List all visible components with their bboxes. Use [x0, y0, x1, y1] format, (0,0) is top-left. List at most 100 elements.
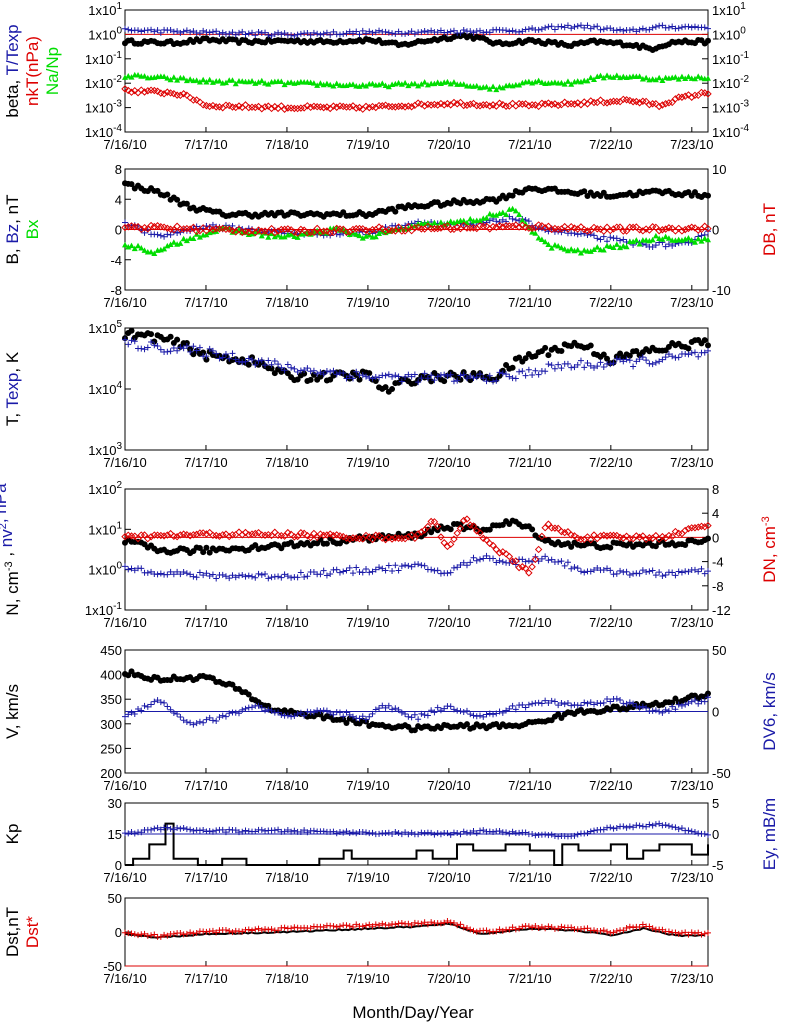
data-point: [389, 567, 396, 574]
data-point: [249, 704, 256, 711]
data-point: [701, 523, 709, 531]
data-point: [375, 531, 383, 540]
data-point: [682, 701, 689, 708]
data-point: [678, 93, 686, 101]
data-point: [542, 238, 549, 245]
right-tick-label: -10: [712, 283, 731, 298]
series-db: [121, 221, 712, 237]
data-point: [183, 339, 190, 346]
data-point: [548, 697, 555, 704]
data-point: [496, 708, 503, 715]
data-point: [333, 566, 340, 573]
data-point: [447, 28, 454, 35]
data-point: [473, 713, 480, 720]
data-point: [183, 826, 190, 833]
data-point: [310, 228, 318, 237]
data-point: [604, 696, 611, 703]
data-point: [161, 931, 168, 938]
data-point: [486, 539, 494, 548]
data-point: [196, 234, 203, 240]
data-point: [147, 533, 155, 541]
data-point: [121, 223, 129, 232]
left-tick-label: 1x103: [88, 441, 122, 458]
data-point: [346, 28, 353, 35]
data-point: [389, 706, 396, 713]
data-point: [607, 698, 614, 705]
data-point: [353, 231, 360, 237]
data-point: [434, 567, 441, 574]
data-point: [542, 553, 549, 560]
data-point: [473, 374, 480, 381]
data-point: [190, 573, 197, 580]
data-point: [317, 80, 324, 86]
y-axis-label-right: DB, nT: [760, 203, 779, 256]
data-point: [675, 25, 682, 32]
data-point: [190, 235, 197, 242]
data-point: [444, 830, 451, 837]
data-point: [607, 567, 614, 574]
data-point: [516, 211, 523, 218]
x-tick-label: 7/20/10: [427, 870, 470, 885]
data-point: [206, 29, 213, 36]
data-point: [144, 87, 152, 95]
data-point: [154, 27, 161, 34]
data-point: [408, 829, 415, 836]
data-point: [639, 567, 646, 574]
data-point: [293, 229, 302, 237]
data-point: [645, 101, 654, 109]
data-point: [525, 218, 532, 225]
data-point: [303, 229, 312, 237]
data-point: [310, 80, 317, 86]
data-point: [545, 361, 552, 368]
data-point: [407, 103, 416, 111]
data-point: [473, 82, 480, 89]
data-point: [695, 235, 702, 242]
data-point: [428, 372, 435, 379]
data-point: [643, 74, 650, 81]
data-point: [124, 223, 132, 231]
right-tick-label: 1x100: [712, 25, 746, 42]
data-point: [486, 526, 493, 533]
data-point: [251, 529, 259, 538]
data-point: [535, 924, 542, 931]
x-tick-label: 7/22/10: [589, 615, 632, 630]
data-point: [460, 516, 468, 525]
data-point: [695, 73, 702, 79]
data-point: [205, 102, 214, 111]
data-point: [587, 568, 594, 575]
data-point: [600, 246, 607, 253]
left-tick-label: 8: [115, 162, 122, 177]
data-point: [519, 368, 526, 375]
data-point: [411, 534, 419, 542]
data-point: [395, 830, 402, 837]
data-point: [542, 368, 549, 375]
data-point: [698, 74, 705, 81]
data-point: [366, 569, 373, 576]
data-point: [170, 571, 177, 578]
data-point: [457, 708, 464, 715]
data-point: [392, 921, 399, 928]
data-point: [314, 370, 321, 377]
x-axis-title: Month/Day/Year: [352, 1003, 474, 1022]
data-point: [437, 831, 444, 838]
data-point: [437, 920, 444, 927]
data-point: [665, 822, 672, 829]
data-point: [490, 555, 497, 562]
data-point: [314, 82, 321, 88]
data-point: [232, 103, 240, 112]
data-point: [275, 709, 282, 716]
data-point: [685, 23, 692, 30]
data-point: [447, 831, 454, 838]
data-point: [671, 227, 680, 235]
data-point: [340, 369, 347, 376]
data-point: [473, 928, 480, 935]
data-point: [428, 222, 435, 228]
data-point: [381, 535, 390, 544]
x-tick-label: 7/23/10: [670, 137, 713, 152]
data-point: [405, 30, 412, 37]
data-point: [255, 925, 262, 932]
data-point: [281, 233, 288, 240]
data-point: [408, 921, 415, 928]
data-point: [366, 28, 373, 35]
data-point: [170, 226, 178, 234]
